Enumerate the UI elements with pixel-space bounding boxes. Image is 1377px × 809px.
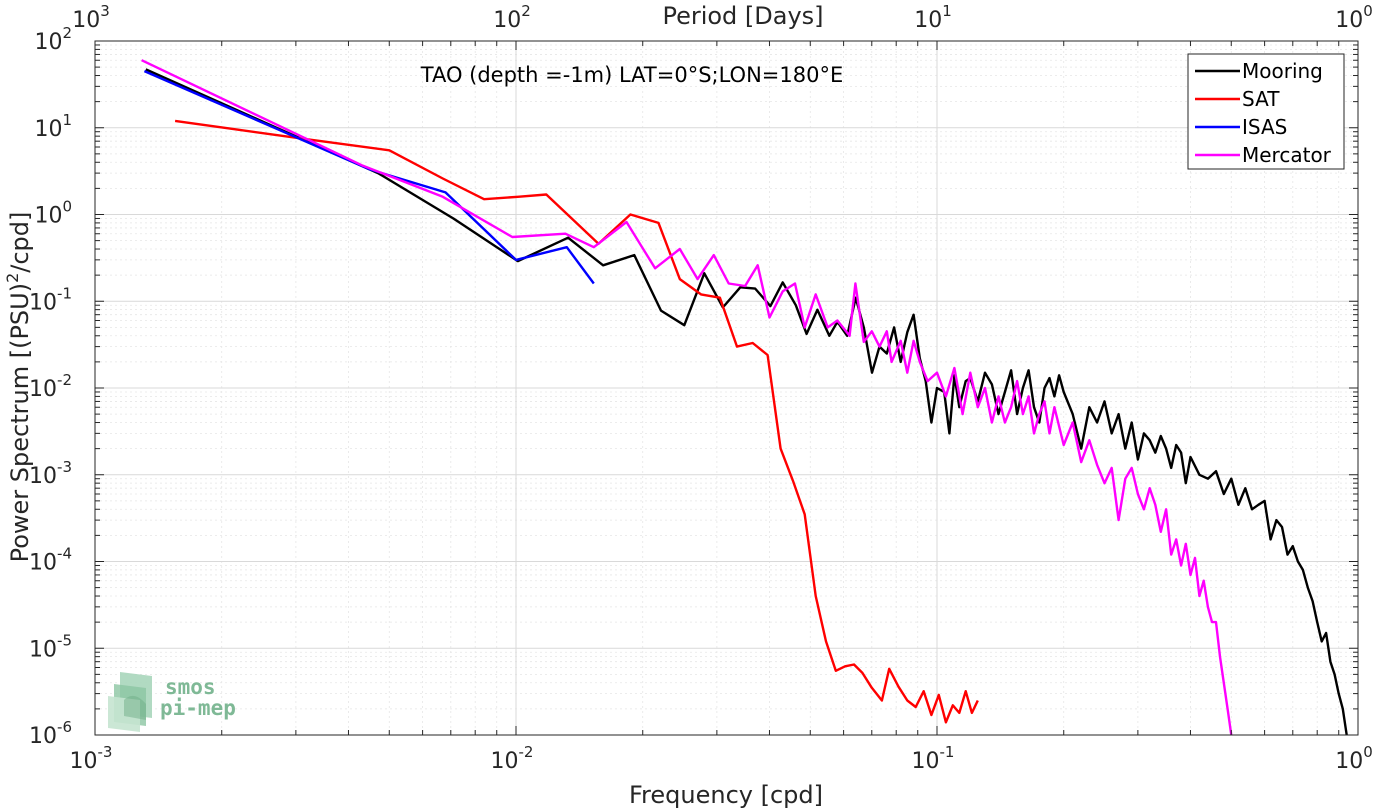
y-tick-label: 102	[34, 24, 72, 55]
legend-label-mooring: Mooring	[1242, 59, 1323, 83]
x2-tick-labels: 103 102 101 100	[72, 2, 1373, 33]
x2-tick-label: 102	[493, 2, 531, 33]
series-line-mercator	[141, 59, 1233, 736]
y-tick-label: 10-6	[29, 718, 72, 749]
legend-label-sat: SAT	[1242, 87, 1280, 111]
series-line-sat	[174, 119, 979, 724]
x-axis-label: Frequency [cpd]	[629, 781, 823, 809]
x2-tick-label: 103	[72, 2, 110, 33]
x2-axis-label: Period [Days]	[662, 2, 823, 30]
y-tick-label: 10-5	[29, 631, 72, 662]
smos-pi-mep-logo: smos pi-mep	[108, 672, 236, 732]
x2-tick-label: 101	[914, 2, 952, 33]
legend: Mooring SAT ISAS Mercator	[1187, 53, 1345, 170]
x-tick-label: 10-2	[491, 743, 534, 774]
y-tick-label: 10-2	[29, 371, 72, 402]
chart-title: TAO (depth =-1m) LAT=0°S;LON=180°E	[420, 63, 844, 87]
series-line-isas	[143, 70, 595, 285]
x-tick-labels: 10-3 10-2 10-1 100	[70, 743, 1373, 774]
y-tick-label: 100	[34, 198, 72, 229]
legend-box	[1187, 53, 1345, 170]
y-axis-label: Power Spectrum [(PSU)2/cpd]	[3, 212, 34, 563]
x-tick-label: 100	[1335, 743, 1373, 774]
x-tick-label: 10-3	[70, 743, 113, 774]
legend-label-mercator: Mercator	[1242, 143, 1332, 167]
y-tick-label: 10-3	[29, 458, 72, 489]
logo-mark-icon	[108, 672, 152, 732]
axis-ticks	[94, 40, 1359, 736]
series-line-mooring	[145, 68, 1348, 736]
grid-minor	[95, 41, 1358, 735]
y-axis-label-sup: 2	[3, 273, 22, 283]
logo-text-pimep: pi-mep	[160, 696, 236, 720]
y-axis-label-tail: /cpd]	[6, 212, 34, 273]
legend-label-isas: ISAS	[1242, 115, 1287, 139]
logo-text-smos: smos	[165, 675, 216, 699]
x2-tick-label: 100	[1335, 2, 1373, 33]
series-group	[141, 59, 1348, 736]
y-tick-label: 101	[34, 111, 72, 142]
y-tick-label: 10-1	[29, 284, 72, 315]
y-tick-labels: 10-6 10-5 10-4 10-3 10-2 10-1 100 101 102	[29, 24, 72, 749]
y-axis-label-main: Power Spectrum [(PSU)	[6, 283, 34, 562]
x-tick-label: 10-1	[912, 743, 955, 774]
y-tick-label: 10-4	[29, 545, 72, 576]
